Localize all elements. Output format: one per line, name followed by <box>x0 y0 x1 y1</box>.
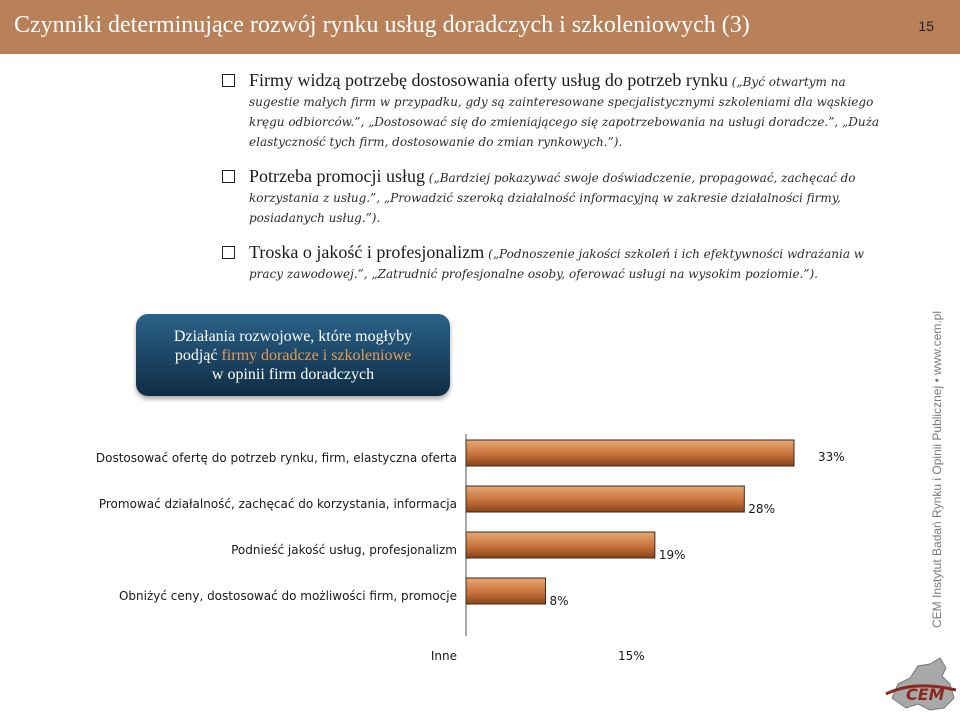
value-label: 33% <box>818 450 845 464</box>
value-label: 15% <box>618 649 645 663</box>
bullet-list: Firmy widzą potrzebę dostosowania oferty… <box>222 70 890 298</box>
category-label: Inne <box>431 649 457 663</box>
logo-text: CEM <box>906 685 945 704</box>
category-label: Promować działalność, zachęcać do korzys… <box>99 497 457 511</box>
bar <box>465 485 745 513</box>
bullet-lead: Potrzeba promocji usług <box>249 166 425 186</box>
callout-line-2-prefix: podjąć <box>174 347 222 364</box>
callout-highlight: firmy doradcze i szkoleniowe <box>221 347 412 364</box>
bullet-item: Troska o jakość i profesjonalizm („Podno… <box>222 242 890 284</box>
bar <box>465 439 795 467</box>
cem-logo: CEM <box>885 657 957 711</box>
bar <box>465 577 547 605</box>
callout-line-2: podjąć firmy doradcze i szkoleniowe <box>136 346 450 365</box>
value-label: 8% <box>550 594 569 608</box>
category-label: Obniżyć ceny, dostosować do możliwości f… <box>119 589 457 603</box>
bullet-item: Firmy widzą potrzebę dostosowania oferty… <box>222 70 890 152</box>
bullet-quote: („Podnoszenie jakości szkoleń i ich efek… <box>249 247 865 281</box>
bullet-quote: („Bardziej pokazywać swoje doświadczenie… <box>249 171 856 225</box>
callout-line-3: w opinii firm doradczych <box>211 366 375 383</box>
slide-number: 15 <box>918 18 934 34</box>
bullet-lead: Firmy widzą potrzebę dostosowania oferty… <box>249 70 728 90</box>
map-shape-icon <box>891 657 955 711</box>
bar <box>465 531 656 559</box>
value-label: 28% <box>748 502 775 516</box>
bar-chart-svg: 33% Dostosować ofertę do potrzeb rynku, f… <box>96 434 845 663</box>
page-title: Czynniki determinujące rozwój rynku usłu… <box>14 12 750 38</box>
title-bar: Czynniki determinujące rozwój rynku usłu… <box>0 0 960 54</box>
checkbox-bullet-icon <box>222 246 235 259</box>
bullet-quote: („Być otwartym na sugestie małych firm w… <box>249 75 880 149</box>
value-label: 19% <box>659 548 686 562</box>
sidebar-credit: CEM Instytut Badań Rynku i Opinii Public… <box>930 311 944 628</box>
bullet-item: Potrzeba promocji usług („Bardziej pokaz… <box>222 166 890 228</box>
category-label: Dostosować ofertę do potrzeb rynku, firm… <box>96 451 457 465</box>
bar-chart: 33% Dostosować ofertę do potrzeb rynku, f… <box>0 430 960 690</box>
checkbox-bullet-icon <box>222 170 235 183</box>
checkbox-bullet-icon <box>222 74 235 87</box>
callout-line-1: Działania rozwojowe, które mogłyby <box>173 328 413 345</box>
bullet-lead: Troska o jakość i profesjonalizm <box>249 242 485 262</box>
category-label: Podnieść jakość usług, profesjonalizm <box>231 543 457 557</box>
logo-swoosh-icon <box>885 684 957 696</box>
callout-box: Działania rozwojowe, które mogłyby podją… <box>136 314 450 396</box>
